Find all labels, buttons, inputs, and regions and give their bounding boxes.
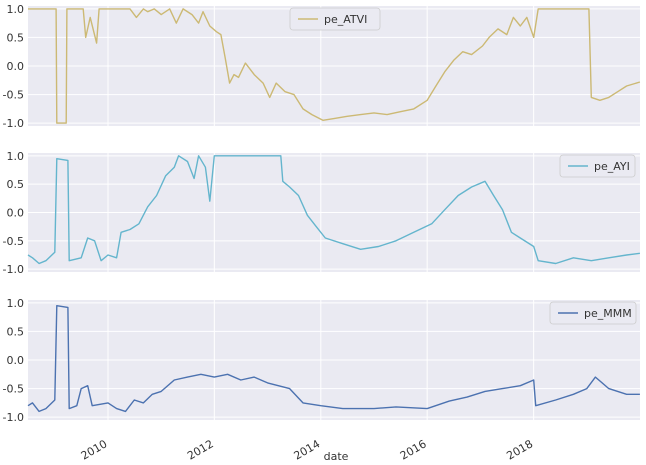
y-tick-label: 0.0	[7, 207, 25, 220]
legend-box	[549, 301, 637, 325]
legend-label: pe_AYI	[594, 160, 630, 173]
y-tick-label: -1.0	[3, 117, 24, 130]
legend-box	[289, 7, 381, 31]
chart-panels: 1.0 0.5 0.0 -0.5 -1.0 pe_ATVI 1.0 0.5 0.0 -0.5 -1.…	[3, 3, 641, 424]
x-tick-label: 2012	[185, 437, 216, 462]
legend-box	[559, 154, 636, 178]
y-tick-label: -0.5	[3, 383, 24, 396]
x-tick-label: 2018	[504, 437, 535, 462]
y-tick-label: -1.0	[3, 263, 24, 276]
x-tick-label: 2014	[292, 437, 323, 462]
panel-3: 1.0 0.5 0.0 -0.5 -1.0 pe_MMM	[3, 297, 640, 424]
y-tick-label: 0.5	[7, 31, 25, 44]
y-tick-label: 0.0	[7, 354, 25, 367]
x-tick-label: 2016	[398, 437, 429, 462]
series-line-pe_MMM	[27, 305, 640, 413]
y-tick-label: 1.0	[7, 150, 25, 163]
y-tick-label: 0.5	[7, 325, 25, 338]
x-axis-label: date	[324, 450, 349, 463]
legend: pe_ATVI	[289, 7, 381, 31]
y-tick-label: 1.0	[7, 297, 25, 310]
panel-2: 1.0 0.5 0.0 -0.5 -1.0 pe_AYI	[3, 150, 640, 276]
x-tick-label: 2010	[79, 437, 110, 462]
series-line-pe_AYI	[27, 155, 640, 265]
series-line-pe_ATVI	[28, 8, 641, 124]
legend-label: pe_MMM	[584, 307, 632, 320]
y-tick-label: 0.5	[7, 178, 25, 191]
legend: pe_AYI	[559, 154, 636, 178]
y-tick-label: 0.0	[7, 60, 25, 73]
y-tick-label: -1.0	[3, 411, 24, 424]
panel-1: 1.0 0.5 0.0 -0.5 -1.0 pe_ATVI	[3, 3, 641, 130]
legend-label: pe_ATVI	[324, 13, 367, 26]
y-tick-label: -0.5	[3, 89, 24, 102]
x-axis: 2010 2012 2014 2016 2018	[79, 437, 535, 462]
legend: pe_MMM	[549, 301, 637, 325]
y-tick-label: -0.5	[3, 235, 24, 248]
y-tick-label: 1.0	[7, 3, 25, 16]
